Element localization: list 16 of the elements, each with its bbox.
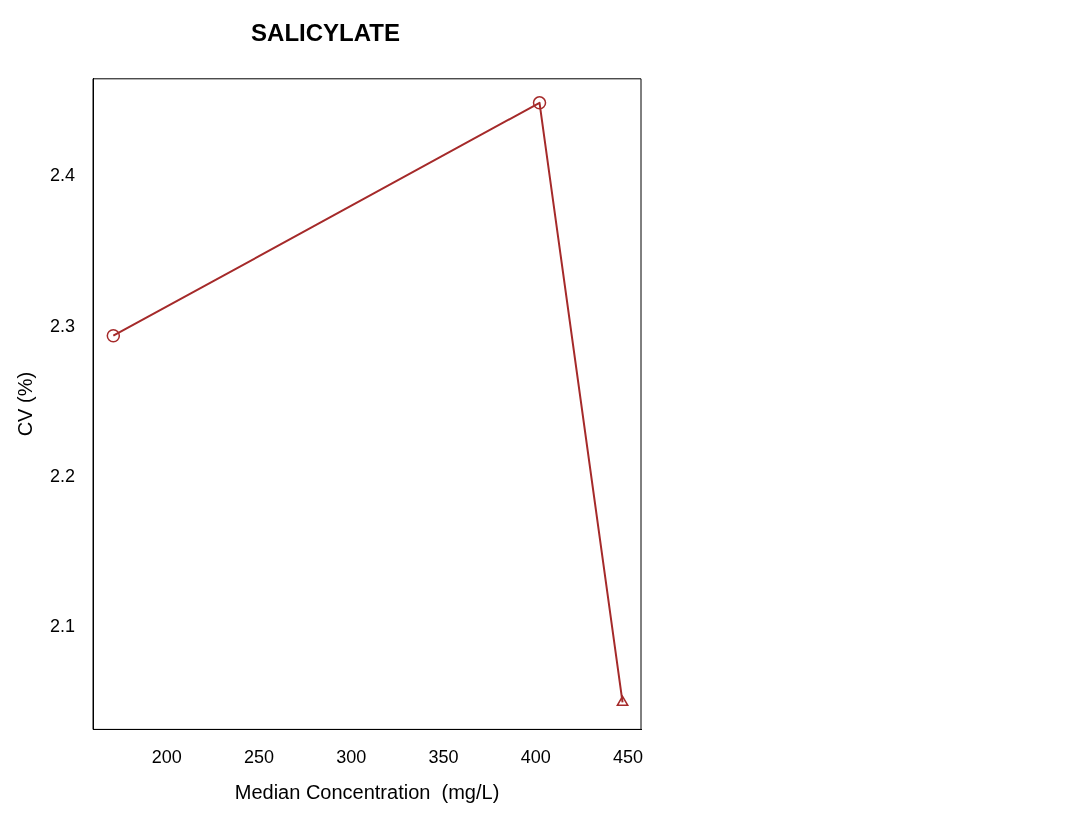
- chart-title: SALICYLATE: [251, 19, 400, 47]
- point: [532, 96, 547, 110]
- x-tick-label: 450: [613, 747, 644, 768]
- x-axis-title: Median Concentration (mg/L): [234, 780, 500, 803]
- y-tick-label: 2.2: [49, 465, 76, 486]
- y-tick-label: 2.1: [49, 616, 76, 637]
- y-tick-label: 2.4: [49, 165, 76, 186]
- point: [616, 695, 629, 707]
- x-tick-label: 300: [336, 747, 367, 768]
- x-tick-label: 200: [151, 747, 182, 768]
- point: [106, 328, 121, 343]
- y-tick-label: 2.3: [49, 315, 76, 336]
- x-tick-label: 400: [520, 747, 551, 768]
- x-tick-label: 250: [244, 747, 275, 768]
- y-axis-title: CV (%): [13, 371, 36, 437]
- x-tick-label: 350: [428, 747, 459, 768]
